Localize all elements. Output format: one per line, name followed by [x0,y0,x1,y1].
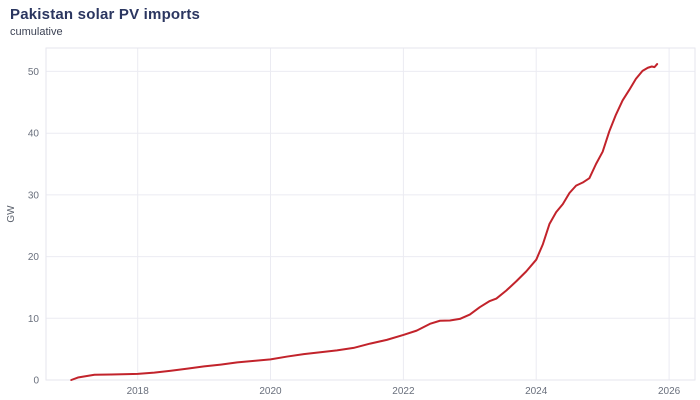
plot-area: 0 10 20 30 40 50 2018 2020 2022 2024 2026 GW [6,47,696,397]
y-tick-label: 30 [28,190,40,201]
x-tick-label: 2024 [525,386,548,397]
y-tick-label: 40 [28,129,40,140]
plot-frame [45,47,696,381]
x-tick-label: 2022 [392,386,415,397]
chart-subtitle: cumulative [10,26,63,38]
x-tick-label: 2018 [127,386,150,397]
series-line [70,63,659,381]
y-tick-label: 20 [28,252,40,263]
y-tick-label: 0 [33,376,39,387]
y-axis-title: GW [6,205,17,223]
y-tick-label: 10 [28,314,40,325]
x-tick-label: 2020 [259,386,282,397]
y-tick-label: 50 [28,67,40,78]
chart-title: Pakistan solar PV imports [10,6,201,23]
x-tick-label: 2026 [658,386,681,397]
